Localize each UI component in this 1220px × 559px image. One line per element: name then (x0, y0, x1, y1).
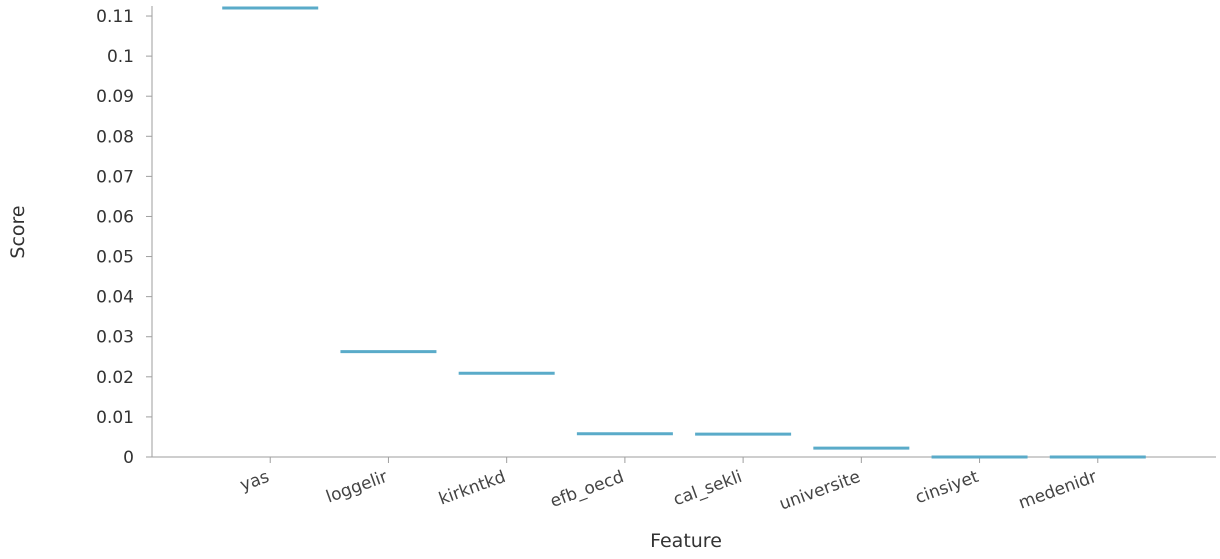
x-tick-label: cinsiyet (913, 467, 982, 508)
y-axis: 0 0.01 0.02 0.03 0.04 0.05 0.06 0.07 0.08 0.09 0.1… (96, 6, 153, 468)
x-tick-label: loggelir (324, 467, 391, 508)
y-tick-label: 0.04 (96, 288, 134, 308)
y-tick-label: 0.02 (96, 368, 134, 388)
y-tick-label: 0.01 (96, 408, 134, 428)
y-tick-label: 0.08 (96, 127, 134, 147)
x-tick-label: yas (238, 467, 273, 496)
x-axis-title: Feature (650, 530, 722, 552)
x-tick-label: cal_sekli (671, 467, 745, 510)
x-tick-label: efb_oecd (548, 467, 627, 512)
x-tick-label: medenidr (1016, 467, 1099, 514)
chart-marks (222, 6, 1146, 459)
y-tick-label: 0 (123, 448, 134, 468)
x-axis: yas loggelir kirkntkd efb_oecd cal_sekli univ… (152, 456, 1216, 515)
y-tick-label: 0.11 (96, 7, 134, 27)
x-tick-label: universite (777, 467, 863, 515)
y-tick-label: 0.05 (96, 248, 134, 268)
y-tick-label: 0.03 (96, 328, 134, 348)
y-tick-label: 0.09 (96, 87, 134, 107)
y-tick-label: 0.07 (96, 167, 134, 187)
y-axis-title: Score (7, 205, 29, 258)
y-tick-label: 0.1 (107, 47, 134, 67)
y-tick-label: 0.06 (96, 207, 134, 227)
x-tick-label: kirkntkd (436, 467, 508, 510)
